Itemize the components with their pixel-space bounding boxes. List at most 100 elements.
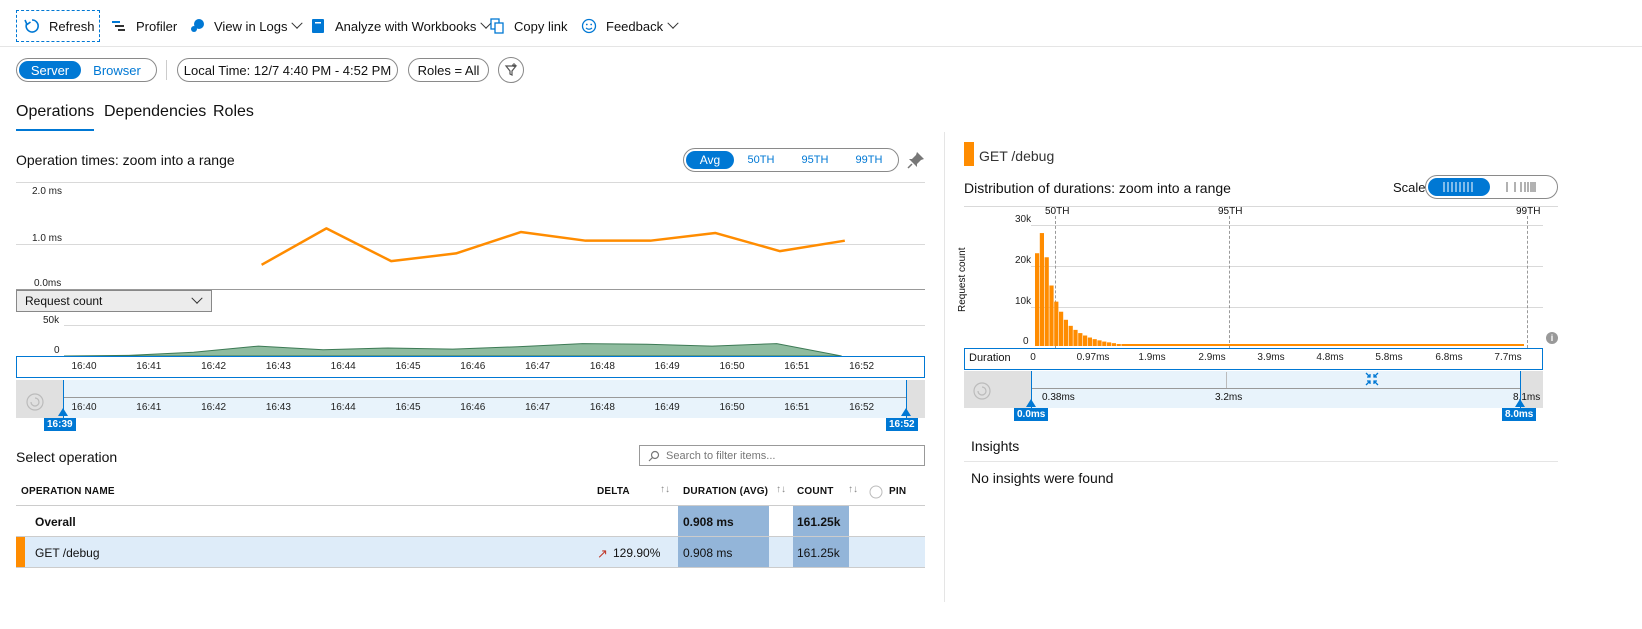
time-tick: 16:47 <box>525 361 551 372</box>
time-tick: 16:40 <box>71 361 97 372</box>
p50-marker <box>1055 216 1056 348</box>
range-start-badge: 0.0ms <box>1014 408 1049 421</box>
brush-handle-left[interactable] <box>1026 399 1036 407</box>
duration-line <box>260 227 845 266</box>
info-icon[interactable]: i <box>1546 332 1558 344</box>
scale-log[interactable] <box>1490 182 1554 192</box>
brush-handle-left[interactable] <box>58 408 68 416</box>
operation-color-marker <box>16 537 25 567</box>
feedback-label: Feedback <box>606 18 664 34</box>
histogram-bar <box>1039 233 1044 346</box>
time-tick: 16:40 <box>71 402 97 413</box>
brush-tick: 0.38ms <box>1042 392 1075 403</box>
logs-icon <box>188 17 206 35</box>
copy-icon <box>488 17 506 35</box>
percentile-50[interactable]: 50TH <box>747 154 775 166</box>
percentile-avg[interactable]: Avg <box>686 151 734 169</box>
brush-excluded-left <box>964 371 1031 408</box>
scale-label: Scale <box>1393 180 1426 195</box>
histogram-bar <box>1054 301 1059 346</box>
p99-label: 99TH <box>1516 206 1541 217</box>
add-filter-button[interactable] <box>498 57 524 83</box>
y-label: 2.0 ms <box>32 186 63 197</box>
search-icon <box>648 450 660 461</box>
sort-icon[interactable]: ↑↓ <box>776 484 786 495</box>
duration-bar <box>678 506 769 536</box>
reset-zoom-icon[interactable] <box>973 382 991 403</box>
time-range-filter[interactable]: Local Time: 12/7 4:40 PM - 4:52 PM <box>177 58 398 82</box>
tab-roles[interactable]: Roles <box>213 103 254 120</box>
sort-icon[interactable]: ↑↓ <box>660 484 670 495</box>
search-input[interactable]: Search to filter items... <box>639 445 925 466</box>
histogram-bar <box>1063 319 1068 346</box>
delta-value: 129.90% <box>613 546 661 560</box>
histogram-bar <box>1116 343 1121 346</box>
p50-label: 50TH <box>1045 206 1070 217</box>
duration-tick: 0.97ms <box>1076 352 1110 363</box>
metric-select-value: Request count <box>25 294 103 308</box>
duration-axis <box>964 348 1543 370</box>
profiler-button[interactable]: Profiler <box>110 10 177 42</box>
col-duration[interactable]: DURATION (AVG) <box>683 486 769 497</box>
time-tick: 16:46 <box>460 402 486 413</box>
duration-brush[interactable] <box>964 371 1543 408</box>
time-tick: 16:52 <box>849 361 875 372</box>
time-tick: 16:52 <box>849 402 875 413</box>
selected-operation-title: GET /debug <box>979 148 1055 164</box>
collapse-icon[interactable] <box>1365 372 1379 389</box>
histogram-tail <box>1121 344 1524 346</box>
view-in-logs-label: View in Logs <box>214 18 288 34</box>
count-label: 50k <box>43 315 60 326</box>
time-tick: 16:41 <box>136 361 162 372</box>
time-tick: 16:45 <box>395 402 421 413</box>
gridline <box>1031 307 1543 308</box>
view-in-logs-button[interactable]: View in Logs <box>188 10 304 42</box>
histogram-bar <box>1092 339 1097 346</box>
percentile-99[interactable]: 99TH <box>855 154 883 166</box>
range-end-badge: 16:52 <box>886 418 918 431</box>
sort-icon[interactable]: ↑↓ <box>848 484 858 495</box>
percentile-95[interactable]: 95TH <box>801 154 829 166</box>
histogram-bar <box>1102 341 1107 346</box>
profiler-icon <box>110 17 128 35</box>
scale-linear[interactable] <box>1428 178 1490 196</box>
duration-value: 0.908 ms <box>683 546 733 560</box>
col-operation-name[interactable]: OPERATION NAME <box>21 486 115 497</box>
range-start-badge: 16:39 <box>44 418 76 431</box>
brush-excluded-right <box>1520 371 1543 408</box>
feedback-button[interactable]: Feedback <box>580 10 679 42</box>
duration-axis-title: Duration <box>969 352 1011 364</box>
browser-toggle[interactable]: Browser <box>93 62 141 78</box>
refresh-button[interactable]: Refresh <box>16 10 100 42</box>
time-tick: 16:46 <box>460 361 486 372</box>
table-divider <box>16 567 925 568</box>
roles-filter[interactable]: Roles = All <box>408 58 489 82</box>
col-count[interactable]: COUNT <box>797 486 834 497</box>
col-delta[interactable]: DELTA <box>597 486 630 497</box>
table-row-selected[interactable] <box>16 537 925 567</box>
histogram-bar <box>1078 333 1083 346</box>
time-tick: 16:51 <box>784 361 810 372</box>
brush-handle-right[interactable] <box>1515 399 1525 407</box>
brush-handle-right-line <box>906 380 907 418</box>
histogram-bar <box>1107 342 1112 346</box>
reset-zoom-icon[interactable] <box>26 393 44 414</box>
time-tick: 16:44 <box>330 361 356 372</box>
server-toggle[interactable]: Server <box>19 61 81 79</box>
p95-label: 95TH <box>1218 206 1243 217</box>
operation-times-title: Operation times: zoom into a range <box>16 152 235 168</box>
analyze-workbooks-button[interactable]: Analyze with Workbooks <box>309 10 493 42</box>
brush-handle-right[interactable] <box>901 408 911 416</box>
tab-dependencies[interactable]: Dependencies <box>104 103 207 120</box>
duration-bar <box>678 537 769 567</box>
pin-icon[interactable] <box>906 150 926 173</box>
copy-link-button[interactable]: Copy link <box>488 10 567 42</box>
metric-select[interactable]: Request count <box>16 290 212 312</box>
range-brush[interactable] <box>16 380 925 418</box>
time-tick: 16:48 <box>589 361 615 372</box>
histogram-bar <box>1068 325 1073 346</box>
y-label: 1.0 ms <box>32 233 63 244</box>
tab-operations[interactable]: Operations <box>16 103 95 131</box>
